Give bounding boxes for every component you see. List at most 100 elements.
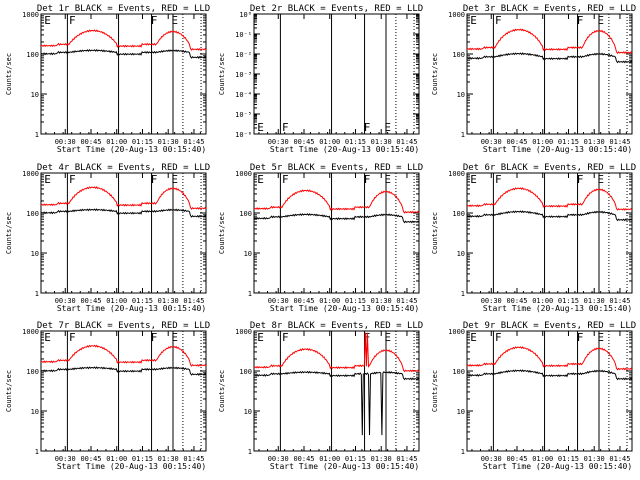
marker-label: E bbox=[171, 331, 178, 344]
marker-label: F bbox=[577, 331, 584, 344]
x-axis-label: Start Time (20-Aug-13 00:15:40) bbox=[57, 304, 206, 313]
x-tick-label: 01:30 bbox=[584, 455, 605, 463]
y-tick-label: 100 bbox=[26, 368, 39, 376]
chart-title: Det 8r BLACK = Events, RED = LLD bbox=[250, 321, 423, 331]
marker-label: F bbox=[495, 331, 502, 344]
x-tick-label: 01:00 bbox=[106, 138, 127, 146]
x-axis-label: Start Time (20-Aug-13 00:15:40) bbox=[57, 145, 206, 154]
y-tick-label: 1 bbox=[461, 448, 465, 456]
series-line-events bbox=[40, 49, 207, 59]
x-tick-label: 01:15 bbox=[345, 138, 366, 146]
x-axis-label: Start Time (20-Aug-13 00:15:40) bbox=[270, 304, 419, 313]
series-line-lld bbox=[253, 332, 420, 373]
marker-label: E bbox=[384, 121, 391, 134]
chart-panel-9: Det 9r BLACK = Events, RED = LLD Counts/s… bbox=[431, 321, 636, 471]
x-tick-label: 00:45 bbox=[293, 138, 314, 146]
marker-label: E bbox=[257, 331, 264, 344]
marker-label: F bbox=[69, 331, 76, 344]
chart-title: Det 6r BLACK = Events, RED = LLD bbox=[463, 163, 636, 173]
x-tick-label: 01:15 bbox=[558, 455, 579, 463]
plot-frame bbox=[253, 330, 420, 452]
x-tick-label: 01:15 bbox=[558, 138, 579, 146]
marker-label: F bbox=[364, 173, 371, 186]
marker-label: F bbox=[364, 121, 371, 134]
marker-label: E bbox=[44, 331, 51, 344]
y-tick-label: 100 bbox=[239, 210, 252, 218]
x-tick-label: 01:45 bbox=[396, 297, 417, 305]
marker-label: E bbox=[470, 14, 477, 27]
y-tick-label: 1 bbox=[35, 290, 39, 298]
series-line-events bbox=[40, 366, 207, 376]
y-axis-label: Counts/sec bbox=[431, 53, 439, 95]
y-axis-label: Counts/sec bbox=[5, 212, 13, 254]
x-tick-label: 00:45 bbox=[80, 297, 101, 305]
y-tick-label: 1000 bbox=[235, 328, 252, 336]
chart-title: Det 2r BLACK = Events, RED = LLD bbox=[250, 4, 423, 14]
x-tick-label: 00:45 bbox=[80, 138, 101, 146]
y-tick-label: 1000 bbox=[22, 170, 39, 178]
y-tick-label: 10 bbox=[457, 91, 465, 99]
marker-label: E bbox=[44, 14, 51, 27]
y-axis-label: Counts/sec bbox=[218, 370, 226, 412]
marker-label: F bbox=[69, 173, 76, 186]
marker-label: E bbox=[171, 14, 178, 27]
x-tick-label: 00:45 bbox=[80, 455, 101, 463]
x-tick-label: 01:30 bbox=[371, 455, 392, 463]
x-tick-label: 01:15 bbox=[132, 297, 153, 305]
x-tick-label: 01:45 bbox=[183, 297, 204, 305]
marker-label: E bbox=[597, 14, 604, 27]
chart-title: Det 7r BLACK = Events, RED = LLD bbox=[37, 321, 210, 331]
series-line-events bbox=[466, 52, 633, 64]
y-axis-label: Counts/sec bbox=[431, 370, 439, 412]
chart-panel-5: Det 5r BLACK = Events, RED = LLD Counts/s… bbox=[218, 163, 423, 313]
marker-label: E bbox=[384, 331, 391, 344]
x-tick-label: 00:30 bbox=[481, 138, 502, 146]
chart-panel-2: Det 2r BLACK = Events, RED = LLD Counts/s… bbox=[218, 4, 423, 154]
x-tick-label: 01:00 bbox=[319, 297, 340, 305]
x-tick-label: 01:30 bbox=[158, 455, 179, 463]
marker-label: F bbox=[495, 173, 502, 186]
y-tick-label: 1 bbox=[35, 448, 39, 456]
series-line-events bbox=[466, 369, 633, 381]
series-line-events bbox=[466, 210, 633, 222]
y-tick-label: 10 bbox=[31, 91, 39, 99]
y-tick-label: 10⁻⁴ bbox=[235, 91, 252, 99]
y-tick-label: 1000 bbox=[448, 328, 465, 336]
marker-label: E bbox=[384, 173, 391, 186]
y-axis-label: Counts/sec bbox=[218, 212, 226, 254]
plot-frame bbox=[253, 172, 420, 294]
chart-panel-8: Det 8r BLACK = Events, RED = LLD Counts/s… bbox=[218, 321, 423, 471]
y-tick-label: 10⁻¹ bbox=[235, 31, 252, 39]
marker-label: E bbox=[597, 331, 604, 344]
x-tick-label: 00:45 bbox=[293, 297, 314, 305]
chart-panel-3: Det 3r BLACK = Events, RED = LLD Counts/s… bbox=[431, 4, 636, 154]
series-line-lld bbox=[466, 28, 633, 55]
y-tick-label: 10⁻² bbox=[235, 51, 252, 59]
x-axis-label: Start Time (20-Aug-13 00:15:40) bbox=[483, 304, 632, 313]
x-tick-label: 01:45 bbox=[609, 297, 630, 305]
marker-label: E bbox=[44, 173, 51, 186]
marker-label: E bbox=[257, 121, 264, 134]
x-tick-label: 01:45 bbox=[396, 138, 417, 146]
marker-label: E bbox=[470, 173, 477, 186]
x-tick-label: 01:15 bbox=[132, 455, 153, 463]
chart-panel-4: Det 4r BLACK = Events, RED = LLD Counts/s… bbox=[5, 163, 210, 313]
y-tick-label: 100 bbox=[452, 51, 465, 59]
x-axis-label: Start Time (20-Aug-13 00:15:40) bbox=[270, 145, 419, 154]
series-line-lld bbox=[466, 346, 633, 371]
x-tick-label: 01:45 bbox=[183, 138, 204, 146]
series-line-events bbox=[40, 208, 207, 218]
y-axis-label: Counts/sec bbox=[5, 53, 13, 95]
y-tick-label: 100 bbox=[26, 210, 39, 218]
chart-panel-1: Det 1r BLACK = Events, RED = LLD Counts/s… bbox=[5, 4, 210, 154]
x-tick-label: 01:30 bbox=[158, 138, 179, 146]
y-tick-label: 100 bbox=[452, 210, 465, 218]
x-axis-label: Start Time (20-Aug-13 00:15:40) bbox=[57, 462, 206, 471]
y-tick-label: 1000 bbox=[22, 11, 39, 19]
chart-title: Det 5r BLACK = Events, RED = LLD bbox=[250, 163, 423, 173]
plot-frame bbox=[253, 13, 420, 135]
marker-label: E bbox=[171, 173, 178, 186]
y-tick-label: 1 bbox=[248, 290, 252, 298]
plot-frame bbox=[466, 330, 633, 452]
